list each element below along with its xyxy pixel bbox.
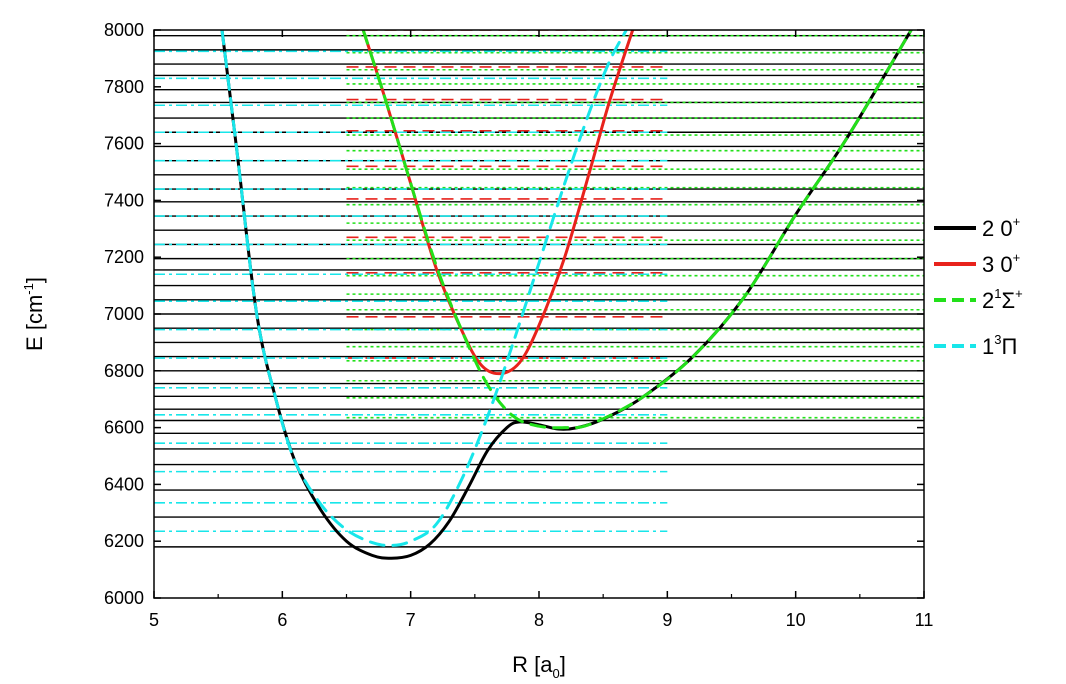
curve-2-0plus [220, 30, 913, 560]
y-tick-label: 8000 [104, 20, 144, 40]
legend-label: 13Π [982, 332, 1017, 359]
legend-item-2-1sigma-plus: 21Σ+ [934, 286, 1023, 313]
legend-label: 21Σ+ [982, 286, 1023, 313]
axis-ticks: 5 6 7 8 9 10 11 6000 6200 6400 6600 6800 7000 7200 740… [104, 20, 933, 630]
y-tick-label: 7800 [104, 77, 144, 97]
legend-item-3-0plus: 3 0+ [934, 250, 1020, 277]
x-tick-label: 6 [277, 610, 287, 630]
potential-curves [220, 30, 913, 560]
y-tick-label: 6800 [104, 361, 144, 381]
legend: 2 0+ 3 0+ 21Σ+ 13Π [934, 214, 1023, 359]
y-tick-label: 6600 [104, 418, 144, 438]
legend-label: 2 0+ [982, 214, 1020, 241]
legend-item-2-0plus: 2 0+ [934, 214, 1020, 241]
legend-label: 3 0+ [982, 250, 1020, 277]
x-tick-label: 9 [662, 610, 672, 630]
y-tick-label: 7600 [104, 134, 144, 154]
y-tick-label: 6000 [104, 588, 144, 608]
x-tick-label: 11 [915, 610, 934, 630]
curve-3-0plus [361, 30, 635, 376]
y-tick-label: 7400 [104, 190, 144, 210]
y-tick-label: 7000 [104, 304, 144, 324]
x-tick-label: 7 [406, 610, 416, 630]
y-axis-label: E [cm-1] [21, 277, 47, 351]
x-tick-label: 5 [149, 610, 159, 630]
y-tick-label: 6200 [104, 531, 144, 551]
legend-item-1-3pi: 13Π [934, 332, 1017, 359]
x-axis-label: R [a0] [512, 652, 566, 681]
y-tick-label: 6400 [104, 474, 144, 494]
curve-2-1sigma-plus [361, 30, 913, 430]
x-tick-label: 8 [534, 610, 544, 630]
y-tick-label: 7200 [104, 247, 144, 267]
x-tick-label: 10 [786, 610, 806, 630]
curve-1-3pi [220, 30, 628, 548]
vibrational-levels [154, 30, 924, 548]
